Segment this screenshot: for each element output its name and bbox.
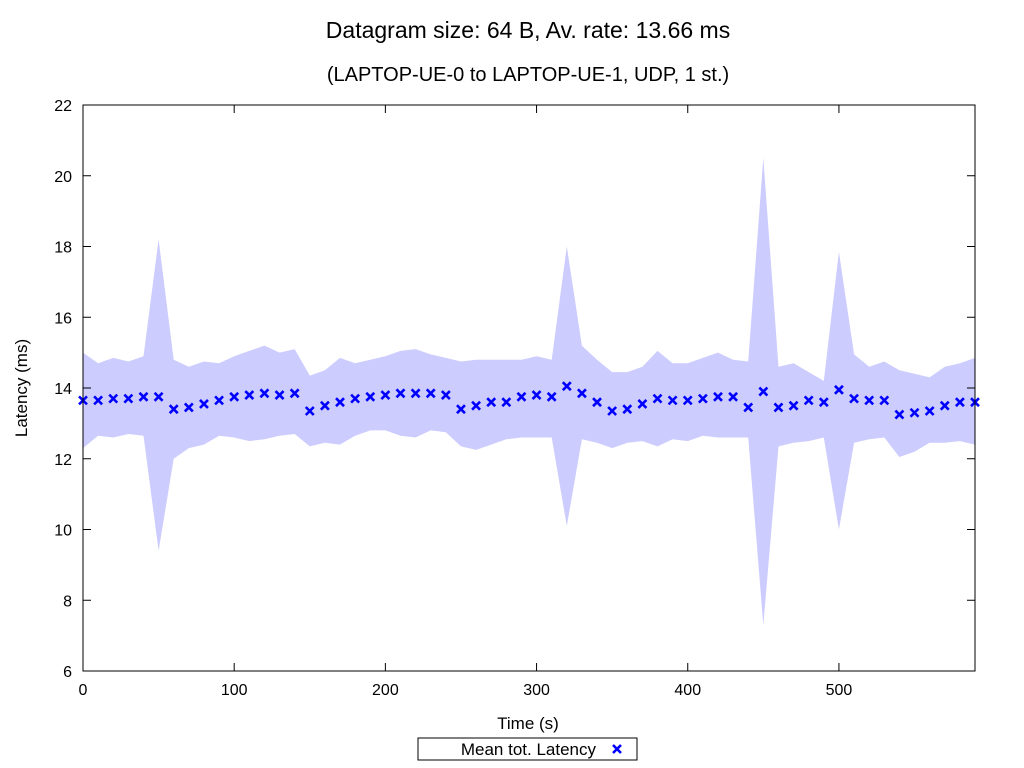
x-tick-label: 500: [826, 682, 853, 699]
data-point: [788, 400, 799, 411]
y-axis-ticks: 6 8 10 12 14 16 18 20 22: [54, 98, 975, 681]
data-point: [244, 390, 255, 400]
data-point: [516, 391, 527, 402]
data-point: [622, 404, 633, 415]
min-max-band: [83, 158, 975, 625]
data-point: [471, 400, 482, 411]
data-point: [501, 397, 512, 408]
x-axis-label: Time (s): [497, 714, 559, 733]
data-point: [425, 388, 436, 399]
y-tick-label: 14: [54, 381, 72, 398]
data-point: [274, 390, 285, 400]
data-point: [834, 384, 844, 395]
data-point: [486, 397, 497, 408]
data-point: [637, 398, 648, 409]
data-point: [304, 406, 315, 416]
data-point: [743, 402, 754, 413]
data-point: [199, 398, 209, 409]
data-points: [78, 381, 980, 420]
data-point: [108, 393, 119, 404]
y-axis-label: Latency (ms): [12, 339, 31, 437]
data-point: [289, 388, 300, 399]
data-point: [697, 393, 708, 404]
data-point: [319, 400, 330, 411]
data-point: [924, 406, 935, 416]
x-tick-label: 400: [674, 682, 701, 699]
chart-subtitle: (LAPTOP-UE-0 to LAPTOP-UE-1, UDP, 1 st.): [327, 64, 729, 86]
legend-marker-icon: [612, 744, 622, 754]
data-point: [758, 386, 769, 397]
y-tick-label: 20: [54, 169, 72, 186]
x-tick-label: 300: [523, 682, 550, 699]
data-point: [864, 395, 875, 406]
data-point: [667, 395, 678, 406]
data-point: [153, 391, 164, 402]
y-tick-label: 18: [54, 240, 72, 257]
data-point: [214, 395, 224, 406]
data-point: [879, 395, 890, 406]
data-point: [531, 390, 542, 400]
data-point: [818, 397, 829, 408]
y-tick-label: 22: [54, 98, 72, 115]
data-point: [576, 388, 587, 399]
data-point: [682, 395, 693, 406]
data-point: [183, 402, 194, 413]
x-tick-label: 200: [372, 682, 399, 699]
data-point: [410, 388, 421, 399]
x-tick-label: 100: [221, 682, 248, 699]
data-point: [335, 397, 345, 408]
data-point: [939, 400, 950, 411]
data-point: [954, 397, 965, 408]
data-point: [456, 404, 466, 415]
data-point: [849, 393, 859, 404]
data-point: [138, 391, 149, 402]
y-tick-label: 6: [63, 664, 72, 681]
data-point: [123, 393, 134, 404]
data-point: [259, 388, 270, 399]
data-point: [350, 393, 361, 404]
data-point: [607, 406, 618, 416]
data-point: [168, 404, 179, 415]
data-point: [395, 388, 406, 399]
data-point: [561, 381, 572, 392]
x-tick-label: 0: [79, 682, 88, 699]
data-point: [546, 391, 557, 402]
y-tick-label: 12: [54, 452, 72, 469]
data-point: [728, 391, 739, 402]
y-tick-label: 10: [54, 523, 72, 540]
legend-marker: [612, 744, 622, 754]
legend-label: Mean tot. Latency: [461, 740, 597, 759]
chart-title: Datagram size: 64 B, Av. rate: 13.66 ms: [326, 17, 730, 43]
x-axis-ticks: 0 100 200 300 400 500: [79, 105, 853, 699]
legend-box: [417, 737, 638, 761]
data-point: [229, 391, 240, 402]
data-point: [592, 397, 602, 408]
data-point: [713, 391, 723, 402]
data-point: [365, 391, 376, 402]
y-tick-label: 8: [63, 593, 72, 610]
data-point: [773, 402, 784, 413]
data-point: [93, 395, 104, 406]
data-point: [803, 395, 814, 406]
data-point: [440, 390, 451, 400]
legend: Mean tot. Latency: [417, 737, 638, 761]
data-point: [894, 409, 905, 420]
data-point: [909, 407, 920, 418]
y-tick-label: 16: [54, 310, 72, 327]
data-point: [380, 390, 391, 400]
data-point: [652, 393, 663, 404]
